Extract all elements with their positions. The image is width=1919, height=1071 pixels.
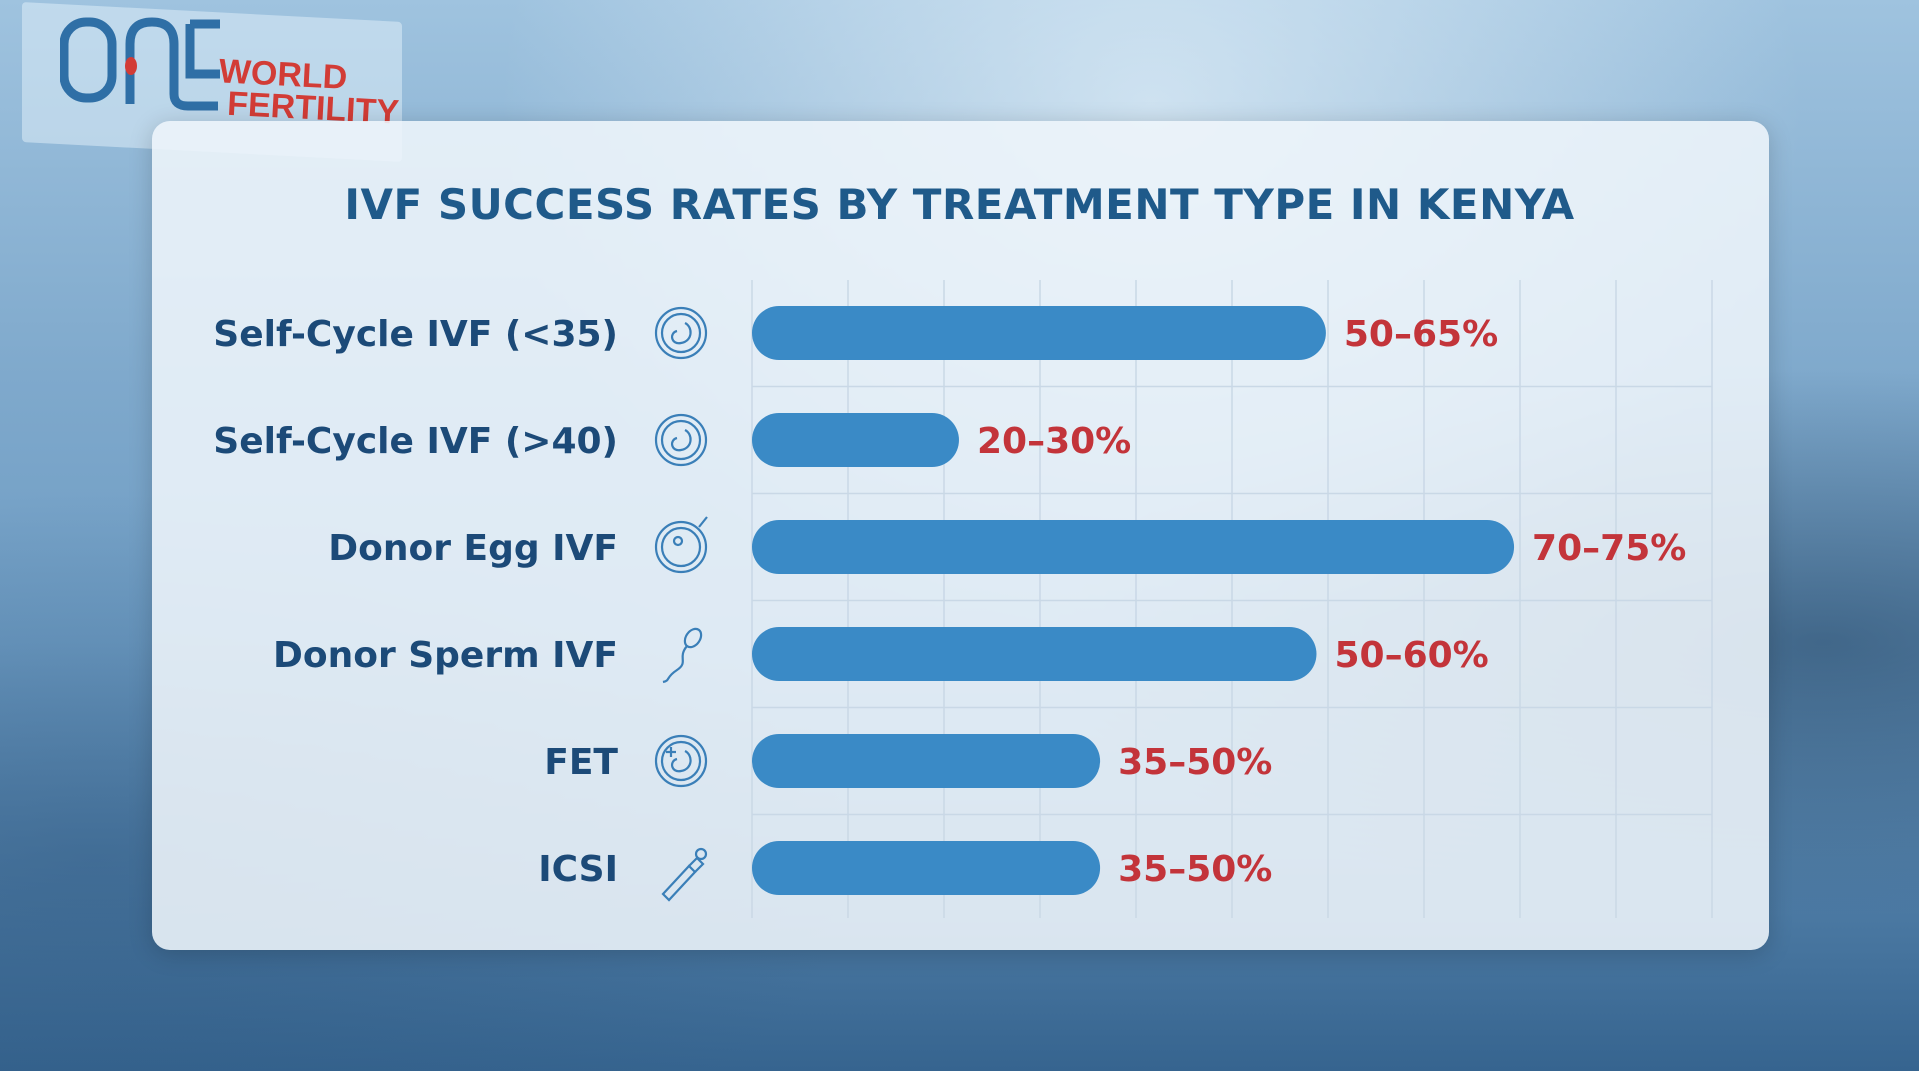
category-label: Self-Cycle IVF (>40) (213, 421, 618, 462)
frozen-embryo-icon (654, 734, 708, 788)
value-label: 50–65% (1344, 314, 1498, 355)
category-label: Donor Sperm IVF (273, 635, 618, 676)
category-label: FET (544, 742, 618, 783)
bar (752, 413, 959, 467)
bar (752, 520, 1515, 574)
bar (752, 841, 1101, 895)
value-label: 35–50% (1118, 742, 1272, 783)
chart-title: IVF SUCCESS RATES BY TREATMENT TYPE IN K… (344, 180, 1575, 229)
bar (752, 627, 1317, 681)
embryo-icon (654, 413, 708, 467)
value-label: 35–50% (1118, 849, 1272, 890)
value-label: 70–75% (1532, 528, 1686, 569)
bar (752, 734, 1101, 788)
sperm-icon (662, 627, 703, 684)
value-label: 20–30% (977, 421, 1131, 462)
value-label: 50–60% (1334, 635, 1488, 676)
bar (752, 306, 1326, 360)
category-label: ICSI (538, 849, 618, 890)
embryo-icon (654, 306, 708, 360)
category-label: Donor Egg IVF (328, 528, 618, 569)
egg-cell-icon (654, 516, 708, 574)
one-world-logo (60, 17, 220, 111)
pipette-icon (661, 847, 708, 902)
category-label: Self-Cycle IVF (<35) (213, 314, 618, 355)
